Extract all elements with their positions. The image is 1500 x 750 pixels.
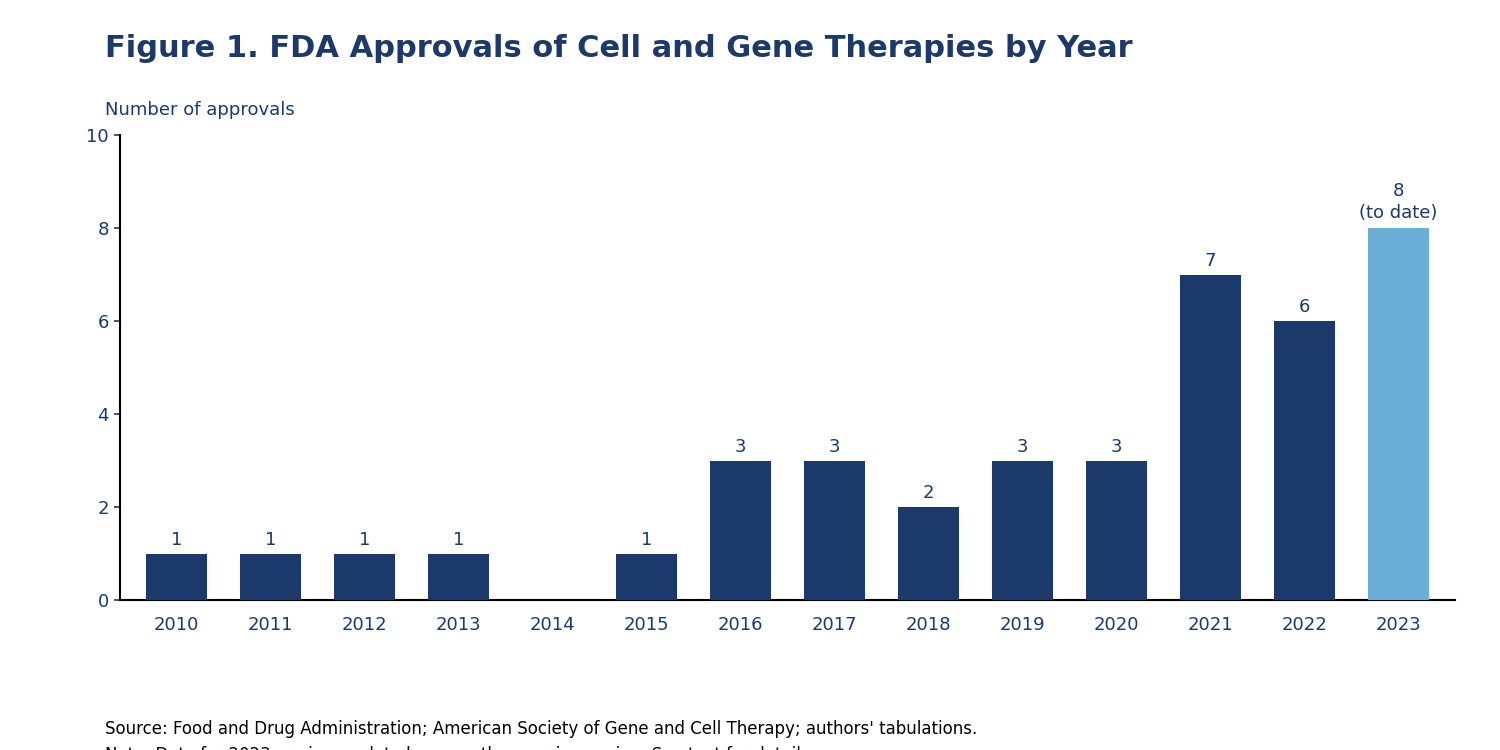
Bar [710,460,771,600]
Text: 1: 1 [358,531,370,549]
Text: 1: 1 [640,531,652,549]
Text: 6: 6 [1299,298,1311,316]
Bar [240,554,302,600]
Text: 3: 3 [830,438,840,456]
Bar [1274,321,1335,600]
Text: 1: 1 [453,531,464,549]
Text: 7: 7 [1204,252,1216,270]
Bar [146,554,207,600]
Text: Number of approvals: Number of approvals [105,101,294,119]
Text: 3: 3 [1112,438,1122,456]
Text: Figure 1. FDA Approvals of Cell and Gene Therapies by Year: Figure 1. FDA Approvals of Cell and Gene… [105,34,1132,63]
Text: 3: 3 [1017,438,1029,456]
Text: 3: 3 [735,438,746,456]
Bar [1086,460,1148,600]
Bar [427,554,489,600]
Text: 2: 2 [922,484,934,502]
Text: 1: 1 [171,531,182,549]
Bar [334,554,394,600]
Bar [804,460,865,600]
Text: 1: 1 [264,531,276,549]
Bar [1180,274,1240,600]
Bar [898,507,958,600]
Bar [992,460,1053,600]
Bar [1368,228,1430,600]
Text: Source: Food and Drug Administration; American Society of Gene and Cell Therapy;: Source: Food and Drug Administration; Am… [105,720,978,750]
Bar [616,554,676,600]
Text: 8
(to date): 8 (to date) [1359,182,1438,223]
